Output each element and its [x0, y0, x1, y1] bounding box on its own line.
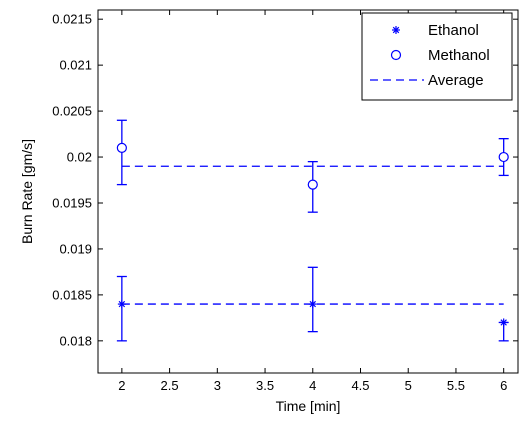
ethanol-point	[117, 300, 126, 309]
y-tick-label: 0.019	[59, 241, 92, 256]
x-tick-label: 5.5	[447, 378, 465, 393]
methanol-point	[116, 142, 127, 153]
x-axis-label: Time [min]	[276, 398, 341, 414]
methanol-point	[307, 179, 318, 190]
legend-box	[361, 12, 513, 101]
legend: Ethanol Methanol Average	[361, 12, 513, 101]
y-tick-label: 0.0185	[52, 287, 92, 302]
x-tick-label: 3.5	[256, 378, 274, 393]
legend-ethanol-label: Ethanol	[428, 22, 479, 39]
data-marks	[116, 119, 509, 342]
plot-area	[97, 9, 519, 374]
methanol-point	[498, 151, 509, 163]
x-tick-label: 5	[405, 378, 412, 393]
ethanol-point	[308, 300, 317, 309]
legend-methanol-label: Methanol	[428, 47, 490, 64]
asterisk-stroke	[392, 26, 400, 34]
axis-ticks: 2 2.5 3 3.5 4 4.5 5 5.5 6 0.018 0.0185 0.019 0.0195 0…	[52, 10, 518, 393]
x-tick-label: 2.5	[161, 378, 179, 393]
x-tick-label: 3	[214, 378, 221, 393]
y-tick-label: 0.0215	[52, 12, 92, 27]
asterisk-stroke	[500, 319, 507, 326]
x-tick-label: 4	[309, 378, 316, 393]
x-tick-label: 4.5	[351, 378, 369, 393]
y-tick-label: 0.021	[59, 58, 92, 73]
y-tick-label: 0.0195	[52, 195, 92, 210]
y-tick-label: 0.018	[59, 333, 92, 348]
asterisk-stroke	[309, 300, 316, 308]
y-axis-label: Burn Rate [gm/s]	[19, 139, 35, 244]
x-tick-label: 6	[500, 378, 507, 393]
y-tick-label: 0.02	[67, 150, 92, 165]
legend-ethanol-marker	[392, 26, 400, 34]
y-tick-label: 0.0205	[52, 104, 92, 119]
legend-average-label: Average	[428, 72, 484, 89]
legend-methanol-marker	[390, 49, 402, 61]
asterisk-stroke	[118, 300, 126, 308]
plot-frame	[97, 9, 519, 374]
x-tick-label: 2	[118, 378, 125, 393]
ethanol-point	[499, 318, 508, 327]
